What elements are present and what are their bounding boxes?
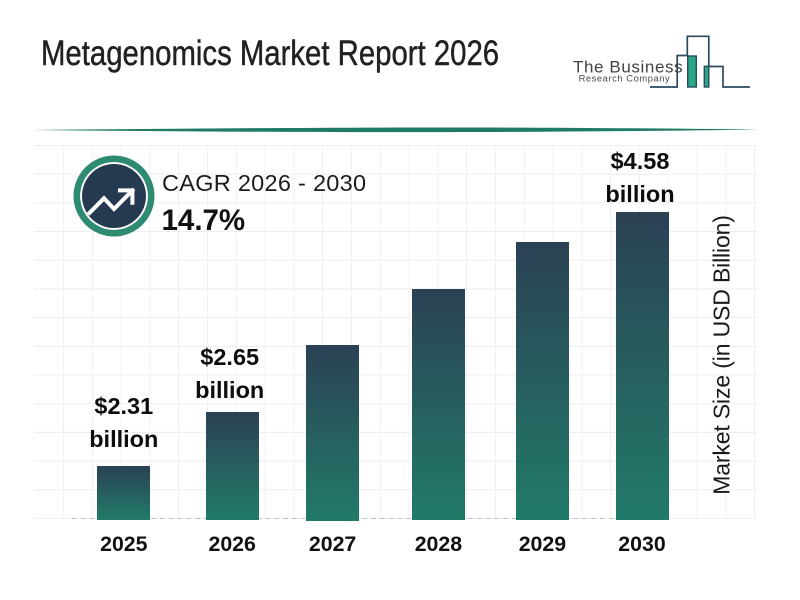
svg-text:Research Company: Research Company: [579, 73, 671, 84]
svg-text:The Business: The Business: [573, 58, 683, 77]
